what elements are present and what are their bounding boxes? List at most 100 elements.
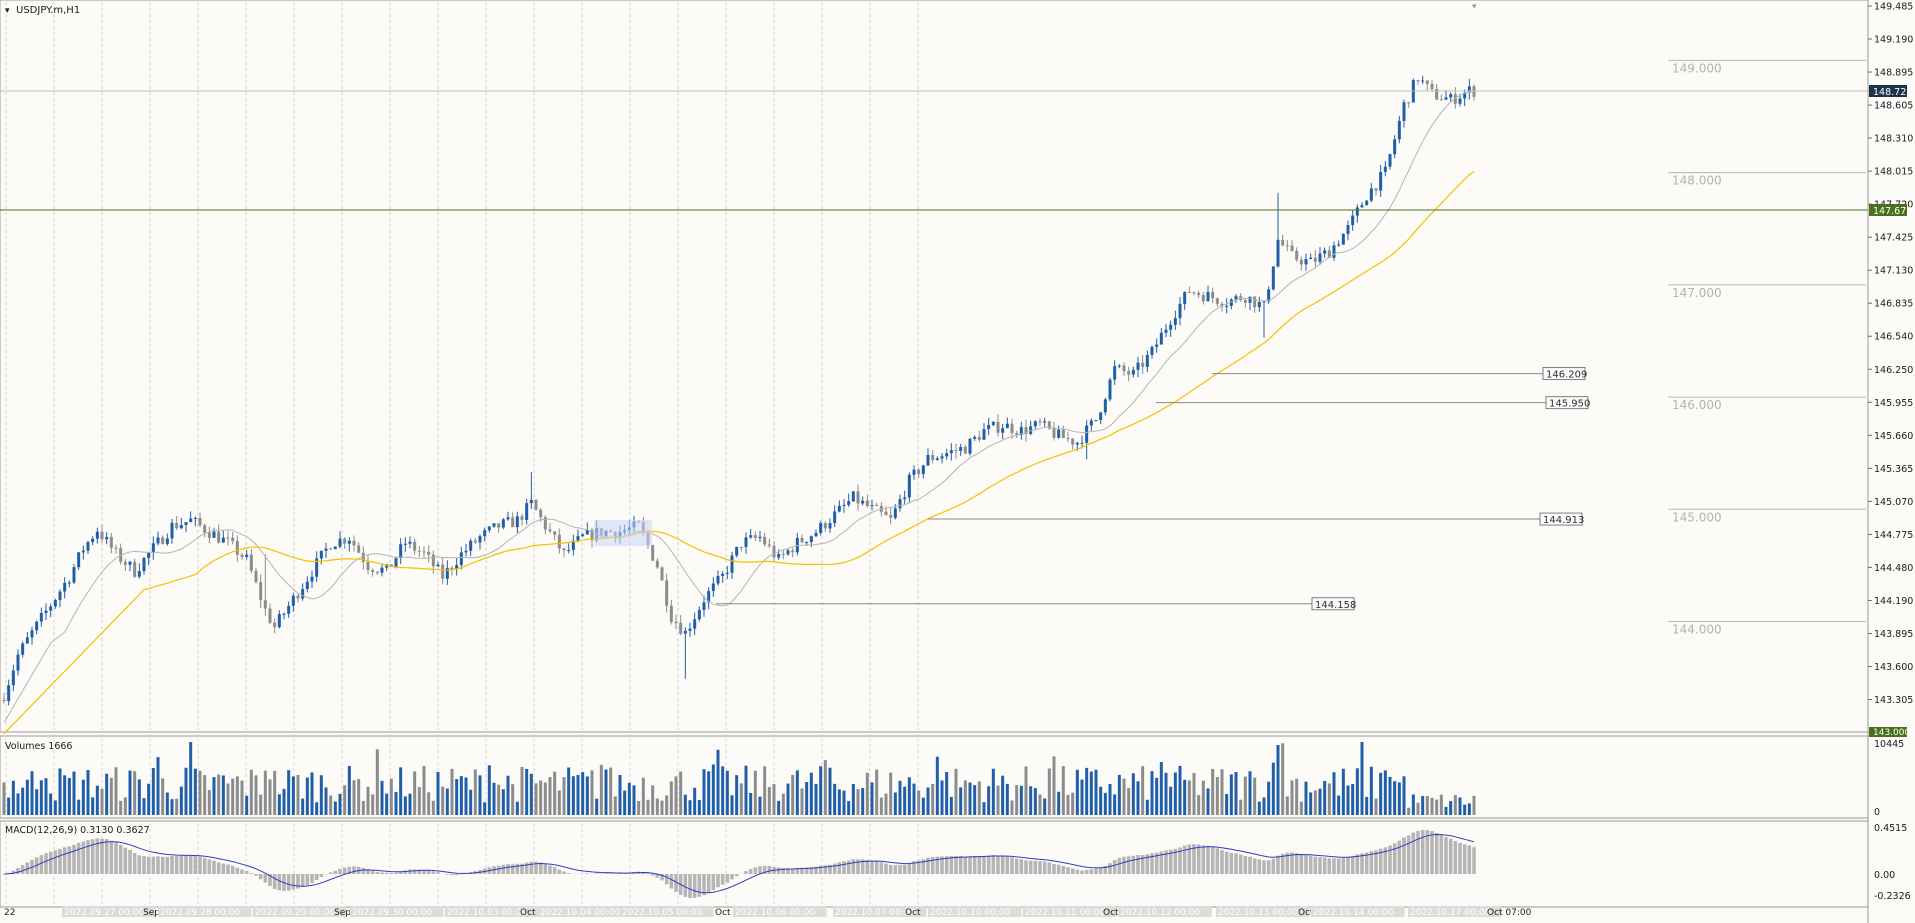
candle-bear bbox=[557, 534, 561, 549]
candle-bear bbox=[753, 535, 757, 538]
candle-bull bbox=[851, 491, 855, 502]
candle-bull bbox=[907, 474, 911, 498]
macd-bar bbox=[1010, 857, 1014, 874]
volume-bar bbox=[805, 782, 809, 815]
volume-bar bbox=[366, 786, 370, 815]
candle-bear bbox=[1299, 259, 1303, 265]
macd-bar bbox=[902, 864, 907, 874]
macd-bar bbox=[1434, 833, 1439, 874]
marked-level-lines[interactable]: 146.209 145.950 144.913 144.158 bbox=[716, 367, 1590, 611]
macd-bar bbox=[1112, 860, 1117, 874]
volume-bar bbox=[1192, 772, 1196, 815]
candle-bear bbox=[791, 550, 795, 553]
marked-level-box bbox=[1542, 367, 1586, 381]
macd-bar bbox=[352, 866, 356, 874]
volume-bar bbox=[842, 790, 846, 815]
macd-bar bbox=[202, 857, 207, 874]
time-label: 2022.10.07 00:00 bbox=[835, 908, 916, 918]
candle-bear bbox=[679, 622, 683, 634]
macd-bar bbox=[384, 872, 389, 874]
price-tick-label: 148.310 bbox=[1874, 134, 1913, 145]
macd-bar bbox=[235, 867, 240, 874]
macd-bar bbox=[375, 871, 380, 874]
candle-bear bbox=[413, 541, 417, 551]
macd-bar bbox=[193, 855, 198, 874]
volume-bar bbox=[1141, 766, 1145, 815]
candle-bear bbox=[1197, 293, 1201, 296]
candle-bear bbox=[1425, 80, 1429, 84]
volume-bar bbox=[408, 793, 412, 815]
volume-bar bbox=[133, 771, 137, 815]
volume-bar bbox=[44, 778, 48, 815]
candle-bear bbox=[217, 531, 221, 543]
macd-bar bbox=[529, 861, 534, 874]
macd-bar bbox=[594, 873, 599, 874]
volume-bar bbox=[1351, 783, 1355, 815]
volume-bar bbox=[282, 788, 286, 815]
volume-bar bbox=[1015, 785, 1019, 815]
price-panel[interactable] bbox=[0, 0, 1869, 733]
macd-bar bbox=[249, 873, 254, 874]
macd-bar bbox=[846, 860, 851, 874]
volume-bar bbox=[1467, 803, 1471, 815]
candle-bear bbox=[198, 517, 202, 526]
marked-level-label: 144.913 bbox=[1543, 515, 1584, 526]
macd-bar bbox=[524, 862, 529, 874]
candle-bull bbox=[842, 504, 846, 506]
candle-bull bbox=[777, 553, 781, 558]
volume-bar bbox=[618, 775, 622, 815]
macd-bar bbox=[104, 839, 109, 874]
volume-bar bbox=[758, 796, 762, 815]
time-label-bg bbox=[833, 906, 927, 917]
macd-bar bbox=[1420, 829, 1425, 874]
volume-bar bbox=[427, 792, 431, 815]
volume-bar bbox=[217, 774, 221, 815]
candle-bull bbox=[1355, 207, 1359, 216]
macd-bar bbox=[1038, 861, 1042, 874]
candle-bull bbox=[847, 501, 851, 505]
macd-bar bbox=[1061, 865, 1066, 874]
volume-bar bbox=[982, 802, 986, 815]
volume-bar bbox=[492, 782, 496, 815]
candle-bear bbox=[548, 529, 552, 532]
candle-bull bbox=[1229, 299, 1233, 306]
volume-bar bbox=[1290, 780, 1294, 815]
candle-bull bbox=[1388, 154, 1392, 167]
candle-bull bbox=[1309, 257, 1313, 260]
macd-bar bbox=[832, 863, 837, 874]
macd-bar bbox=[963, 856, 968, 874]
macd-bar bbox=[1439, 835, 1444, 874]
candle-bull bbox=[1150, 346, 1154, 355]
macd-bar bbox=[730, 874, 734, 880]
volume-bar bbox=[814, 783, 818, 815]
macd-bar bbox=[692, 874, 697, 898]
volume-bar bbox=[39, 780, 43, 815]
price-tick-label: 145.955 bbox=[1874, 398, 1913, 409]
volume-bar bbox=[1220, 769, 1224, 815]
volume-bar bbox=[305, 777, 309, 815]
macd-bar bbox=[1028, 860, 1033, 874]
price-axis[interactable]: 149.485 149.190 148.895 148.605 148.310 148.0… bbox=[1867, 0, 1913, 923]
macd-bar bbox=[879, 862, 884, 874]
volume-bar bbox=[105, 773, 109, 815]
time-label-bg bbox=[1023, 906, 1117, 917]
volume-bar bbox=[375, 749, 379, 815]
time-label-bg bbox=[1311, 906, 1405, 917]
volume-bar bbox=[1057, 791, 1061, 815]
shift-marker-icon[interactable]: ▾ bbox=[1472, 2, 1477, 12]
candle-bull bbox=[30, 630, 34, 638]
volume-bar bbox=[791, 774, 795, 815]
volume-bar bbox=[16, 793, 20, 815]
candle-bull bbox=[11, 670, 15, 686]
candle-bull bbox=[1094, 419, 1098, 421]
volume-bar bbox=[1318, 788, 1322, 815]
macd-bar bbox=[622, 873, 627, 874]
price-tick-label: 145.365 bbox=[1874, 464, 1913, 475]
candle-bull bbox=[338, 538, 342, 547]
volume-bar bbox=[147, 783, 151, 815]
volume-bar bbox=[1001, 775, 1005, 815]
collapse-arrow-icon[interactable]: ▾ bbox=[5, 6, 10, 16]
volume-bar bbox=[1355, 768, 1359, 815]
